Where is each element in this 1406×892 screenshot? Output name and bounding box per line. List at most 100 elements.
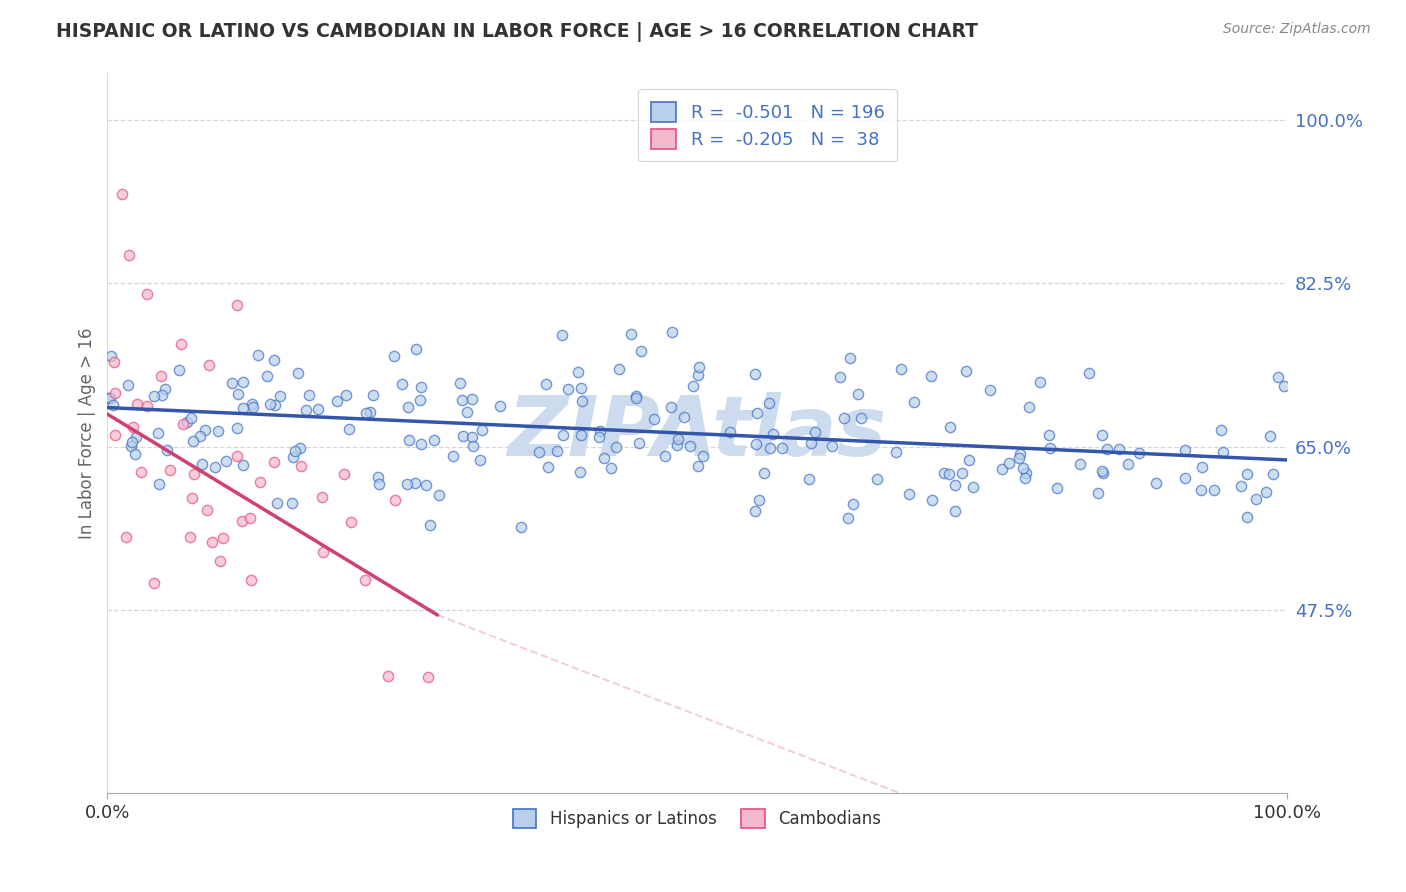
Point [1038,428,1060,442]
Point [943,504,966,518]
Point [150,388,173,402]
Point [422,433,444,447]
Point [943,478,966,492]
Point [939,419,962,434]
Point [672,409,695,424]
Point [686,368,709,382]
Point [1046,482,1069,496]
Point [359,404,381,418]
Point [1008,447,1031,461]
Point [311,490,333,504]
Point [627,435,650,450]
Point [384,493,406,508]
Point [934,466,956,480]
Point [136,287,159,301]
Point [180,411,202,425]
Point [1095,442,1118,456]
Point [354,573,377,587]
Point [1209,423,1232,437]
Point [1078,366,1101,380]
Point [661,325,683,339]
Point [198,358,221,372]
Point [620,326,643,341]
Point [1174,471,1197,485]
Point [626,389,648,403]
Point [510,520,533,534]
Point [181,434,204,448]
Point [1244,491,1267,506]
Point [659,400,682,414]
Point [938,467,960,482]
Point [194,423,217,437]
Point [630,344,652,359]
Point [195,502,218,516]
Point [588,424,610,438]
Point [155,442,177,457]
Point [1091,428,1114,442]
Point [416,670,439,684]
Point [225,449,247,463]
Point [146,426,169,441]
Point [1091,466,1114,480]
Point [745,437,768,451]
Point [239,510,262,524]
Point [409,437,432,451]
Point [718,425,741,439]
Point [1230,479,1253,493]
Point [748,493,770,508]
Point [804,425,827,439]
Point [451,428,474,442]
Point [404,475,426,490]
Point [284,443,307,458]
Point [557,382,579,396]
Point [232,458,254,472]
Point [242,400,264,414]
Point [569,465,592,479]
Point [1128,446,1150,460]
Point [471,423,494,437]
Point [391,376,413,391]
Point [159,463,181,477]
Point [461,430,484,444]
Point [898,487,921,501]
Point [183,467,205,482]
Point [298,388,321,402]
Point [247,348,270,362]
Point [952,466,974,480]
Point [456,405,478,419]
Point [759,441,782,455]
Point [290,459,312,474]
Point [395,476,418,491]
Point [188,429,211,443]
Point [688,360,710,375]
Point [405,342,427,356]
Point [1261,467,1284,481]
Point [125,430,148,444]
Point [333,467,356,481]
Point [1236,467,1258,481]
Point [114,530,136,544]
Point [418,518,440,533]
Point [312,545,335,559]
Point [240,573,263,587]
Point [232,401,254,415]
Point [991,461,1014,475]
Point [654,450,676,464]
Point [758,396,780,410]
Point [546,443,568,458]
Point [226,387,249,401]
Point [571,393,593,408]
Point [1014,466,1036,480]
Text: ZIPAtlas: ZIPAtlas [508,392,887,474]
Point [172,417,194,431]
Y-axis label: In Labor Force | Age > 16: In Labor Force | Age > 16 [79,327,96,539]
Point [800,436,823,450]
Point [1212,445,1234,459]
Point [955,364,977,378]
Point [489,399,512,413]
Point [470,453,492,467]
Point [100,349,122,363]
Point [191,457,214,471]
Point [124,447,146,461]
Point [752,466,775,480]
